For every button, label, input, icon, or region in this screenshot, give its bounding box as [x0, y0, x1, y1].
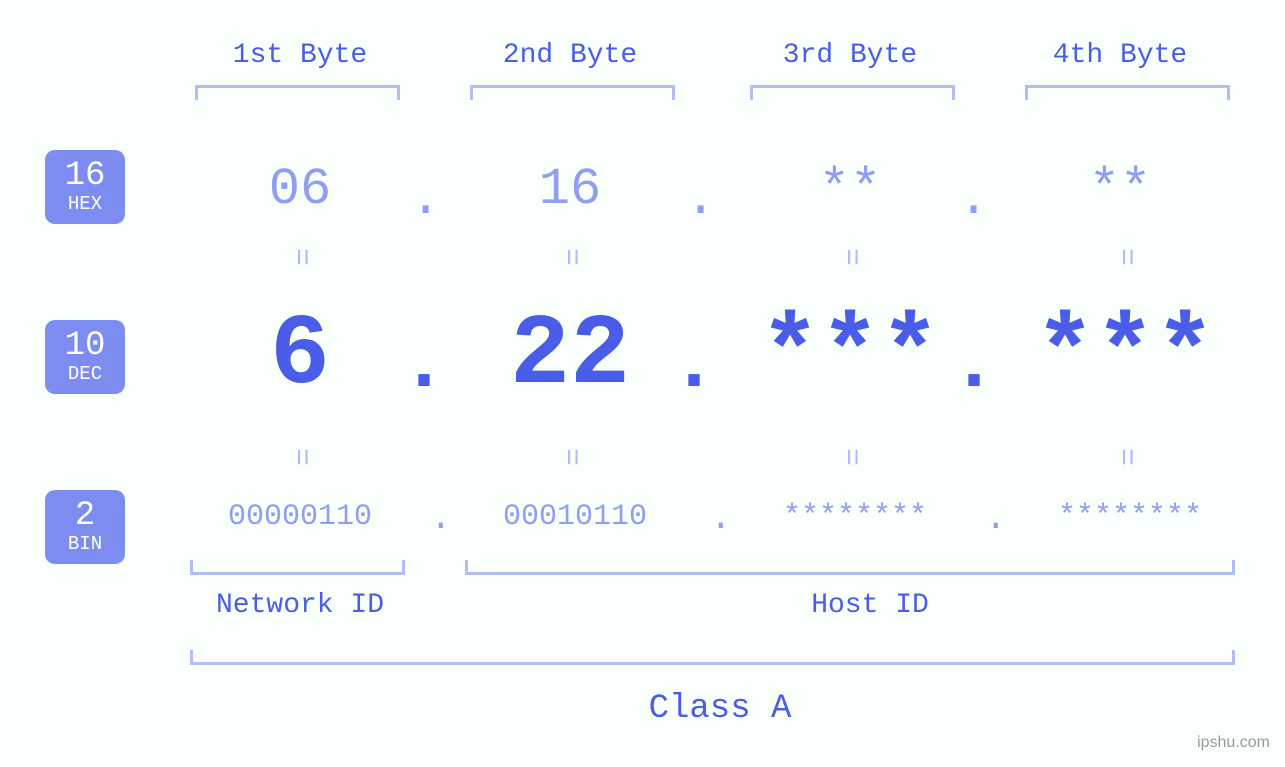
badge-dec-lbl: DEC	[45, 365, 125, 384]
badge-hex-lbl: HEX	[45, 195, 125, 214]
watermark: ipshu.com	[1197, 734, 1270, 752]
equiv-2-3: =	[833, 437, 867, 477]
hex-b1: 06	[200, 160, 400, 219]
equiv-1-4: =	[1108, 237, 1142, 277]
equiv-1-1: =	[283, 237, 317, 277]
diagram-root: 1st Byte 2nd Byte 3rd Byte 4th Byte 16 H…	[0, 0, 1285, 767]
equiv-2-2: =	[553, 437, 587, 477]
hex-b3: **	[750, 160, 950, 219]
base-badge-hex: 16 HEX	[45, 150, 125, 224]
dec-b4: ***	[1005, 300, 1245, 413]
bracket-network	[190, 560, 405, 575]
equiv-2-4: =	[1108, 437, 1142, 477]
base-badge-bin: 2 BIN	[45, 490, 125, 564]
bin-b2: 00010110	[440, 500, 710, 534]
top-bracket-3	[750, 85, 955, 100]
byte-header-4: 4th Byte	[1020, 40, 1220, 71]
badge-hex-num: 16	[45, 158, 125, 195]
dec-sep-1: .	[400, 320, 448, 411]
dec-b1: 6	[185, 300, 415, 413]
bracket-host	[465, 560, 1235, 575]
byte-header-3: 3rd Byte	[750, 40, 950, 71]
dec-sep-2: .	[670, 320, 718, 411]
equiv-1-3: =	[833, 237, 867, 277]
dec-sep-3: .	[950, 320, 998, 411]
equiv-2-1: =	[283, 437, 317, 477]
hex-sep-2: .	[685, 170, 716, 229]
label-host: Host ID	[770, 590, 970, 621]
dec-b2: 22	[455, 300, 685, 413]
top-bracket-2	[470, 85, 675, 100]
byte-header-1: 1st Byte	[200, 40, 400, 71]
badge-dec-num: 10	[45, 328, 125, 365]
badge-bin-num: 2	[45, 498, 125, 535]
bracket-class	[190, 650, 1235, 665]
top-bracket-4	[1025, 85, 1230, 100]
label-network: Network ID	[170, 590, 430, 621]
label-class: Class A	[610, 690, 830, 728]
top-bracket-1	[195, 85, 400, 100]
hex-sep-3: .	[958, 170, 989, 229]
bin-b4: ********	[995, 500, 1265, 534]
base-badge-dec: 10 DEC	[45, 320, 125, 394]
hex-b4: **	[1020, 160, 1220, 219]
hex-b2: 16	[470, 160, 670, 219]
byte-header-2: 2nd Byte	[470, 40, 670, 71]
badge-bin-lbl: BIN	[45, 535, 125, 554]
hex-sep-1: .	[410, 170, 441, 229]
equiv-1-2: =	[553, 237, 587, 277]
bin-b3: ********	[720, 500, 990, 534]
bin-b1: 00000110	[165, 500, 435, 534]
dec-b3: ***	[730, 300, 970, 413]
